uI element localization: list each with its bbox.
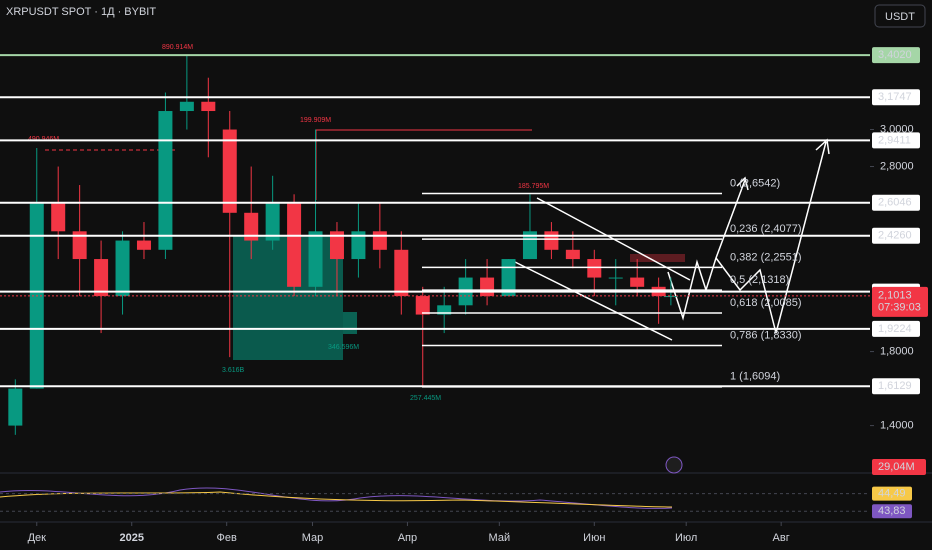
oscillator-box	[872, 486, 912, 501]
x-tick-label: Дек	[28, 532, 47, 544]
level-box	[872, 227, 920, 244]
currency[interactable]: USDT	[885, 11, 915, 23]
x-tick-label: Фев	[217, 532, 237, 544]
candle-body	[544, 231, 559, 250]
candle-body	[308, 231, 323, 287]
annotation: 185.795M	[518, 183, 549, 190]
candle-body	[608, 277, 623, 279]
candle-body	[222, 129, 237, 213]
candle-body	[115, 240, 130, 297]
fib-label: 0,618 (2,0085)	[730, 297, 802, 309]
level-label: 2,4260	[878, 230, 912, 242]
level-label: 1,9224	[878, 323, 912, 335]
candle-body	[329, 231, 344, 260]
annotation: 199.909M	[300, 117, 331, 124]
candle-body	[437, 305, 452, 315]
x-tick-label: Авг	[773, 532, 790, 544]
candle-body	[351, 231, 366, 260]
fib-label: 0,5 (2,1318)	[730, 274, 789, 286]
x-tick-label: Июл	[675, 532, 697, 544]
annotation: 3.616B	[222, 367, 245, 374]
annotation: 257.445M	[410, 395, 441, 402]
currency-button[interactable]	[874, 4, 926, 28]
last-price-label: 2,1013	[878, 290, 912, 302]
oscillator-box	[872, 504, 912, 519]
annotation: 490.946M	[28, 136, 59, 143]
volume-label: 29,04M	[878, 461, 915, 473]
candle-body	[51, 203, 66, 232]
candle-body	[372, 231, 387, 250]
volume-box	[872, 459, 926, 475]
level-box	[872, 89, 920, 106]
level-label: 3,4020	[878, 49, 912, 61]
y-tick-label: 2,8000	[880, 160, 914, 172]
annotation: 346.596M	[328, 344, 359, 351]
oscillator-label: 43,83	[878, 505, 906, 517]
y-tick-label: 1,4000	[880, 419, 914, 431]
level-label: 2,6046	[878, 197, 912, 209]
oscillator-label: 44,49	[878, 488, 906, 500]
fib-label: 0,236 (2,4077)	[730, 223, 802, 235]
level-box	[872, 132, 920, 149]
candle-body	[72, 231, 87, 260]
candle-body	[265, 203, 280, 241]
oscillator-line	[0, 487, 673, 509]
candle-body	[158, 111, 173, 250]
zone	[630, 254, 685, 262]
candle-body	[630, 277, 645, 287]
annotation: 890.914M	[162, 44, 193, 51]
x-tick-label: Май	[489, 532, 511, 544]
countdown: 07:39:03	[878, 302, 921, 314]
title: XRPUSDT SPOT · 1Д · BYBIT	[6, 6, 156, 18]
x-tick-label: Мар	[302, 532, 324, 544]
x-tick-label: Апр	[398, 532, 417, 544]
candle-body	[287, 203, 302, 287]
candle-body	[179, 101, 194, 112]
candle-body	[663, 296, 678, 298]
level-label: 2,9411	[878, 134, 911, 146]
fib-label: 0 (2,6542)	[730, 177, 780, 189]
zone	[343, 312, 357, 334]
level-box	[872, 378, 920, 395]
level-label: 3,1747	[878, 91, 912, 103]
x-tick-label: 2025	[119, 532, 143, 544]
candle-body	[244, 212, 259, 241]
candle-body	[136, 240, 151, 250]
candle-body	[501, 259, 516, 297]
candle-body	[587, 259, 602, 278]
candle-body	[522, 231, 537, 260]
fib-label: 1 (1,6094)	[730, 371, 780, 383]
candle-body	[565, 249, 580, 260]
candle-body	[394, 249, 409, 297]
candle-body	[480, 277, 495, 297]
level-box	[872, 194, 920, 211]
candle-body	[201, 101, 216, 112]
level-box	[872, 320, 920, 337]
forecast-arrow	[667, 176, 749, 321]
level-label: 1,6129	[878, 380, 912, 392]
flash-icon[interactable]	[665, 456, 683, 474]
fib-label: 0,786 (1,8330)	[730, 329, 802, 341]
y-tick-label: 1,8000	[880, 345, 914, 357]
fib-label: 0,382 (2,2551)	[730, 251, 802, 263]
candle-body	[8, 388, 23, 426]
channel-line	[514, 261, 673, 341]
candle-body	[415, 296, 430, 315]
candle-body	[94, 259, 109, 297]
level-box	[872, 47, 920, 64]
oscillator-line	[0, 491, 673, 508]
last-price-box	[872, 286, 928, 317]
x-tick-label: Июн	[583, 532, 605, 544]
